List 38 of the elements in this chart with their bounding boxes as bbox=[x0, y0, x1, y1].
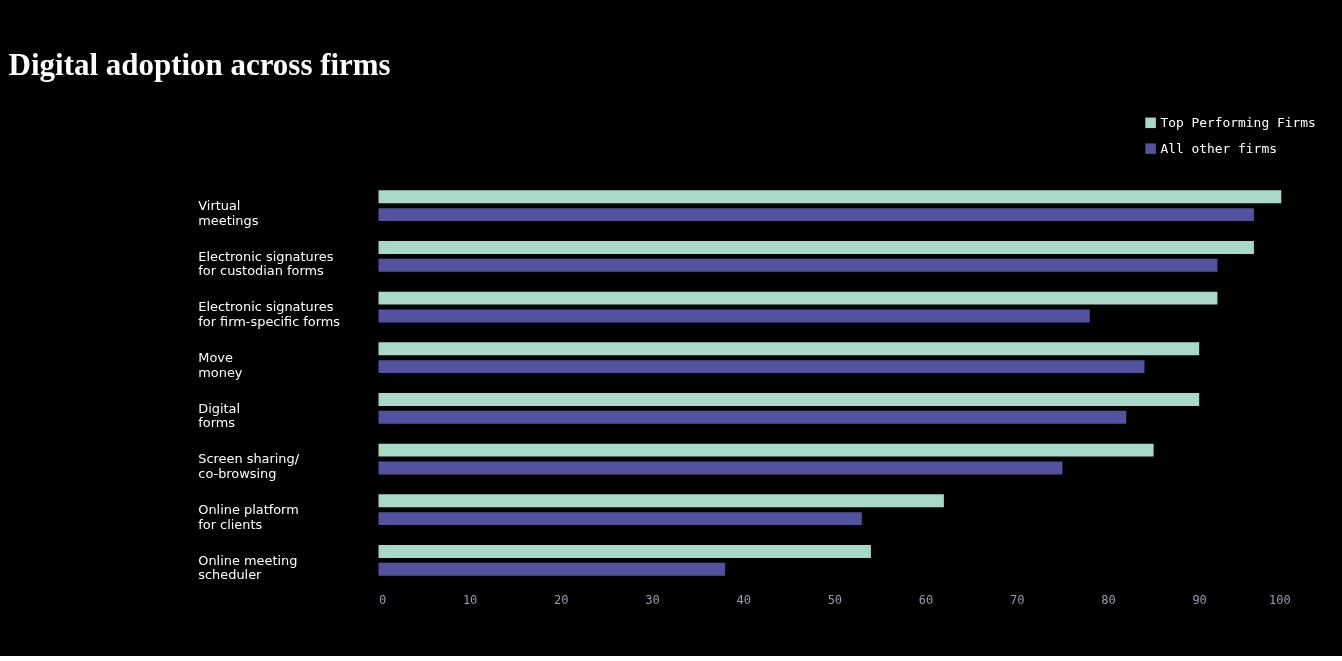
bar bbox=[378, 208, 1254, 222]
x-tick-label: 90 bbox=[1192, 592, 1207, 607]
x-tick-label: 100 bbox=[1269, 592, 1291, 607]
x-tick-label: 80 bbox=[1101, 592, 1116, 607]
x-tick-label: 50 bbox=[827, 592, 843, 607]
y-tick-label: Electronic signatures for firm-specific forms bbox=[198, 299, 341, 329]
bar bbox=[378, 461, 1063, 475]
legend-label: All other firms bbox=[1160, 140, 1277, 156]
bar bbox=[378, 190, 1282, 204]
y-tick-label: Electronic signatures for custodian forms bbox=[198, 248, 334, 279]
x-tick-label: 40 bbox=[736, 592, 751, 607]
bar bbox=[378, 342, 1200, 356]
y-tick-label: Online platform for clients bbox=[198, 502, 299, 532]
bar bbox=[378, 443, 1154, 457]
bar bbox=[378, 545, 871, 558]
x-tick-label: 20 bbox=[554, 592, 569, 607]
y-tick-label: Move money bbox=[198, 350, 243, 380]
bar bbox=[378, 309, 1090, 323]
legend-label: Top Performing Firms bbox=[1160, 115, 1316, 131]
chart-title: Digital adoption across firms bbox=[8, 47, 391, 83]
bar bbox=[378, 393, 1200, 406]
bar bbox=[378, 241, 1254, 254]
y-tick-label: Online meeting scheduler bbox=[198, 552, 298, 583]
bar bbox=[378, 258, 1218, 272]
bar bbox=[378, 562, 726, 576]
bar bbox=[378, 512, 862, 526]
bar bbox=[378, 410, 1127, 424]
x-tick-label: 10 bbox=[462, 592, 478, 607]
x-tick-label: 30 bbox=[645, 592, 660, 607]
x-tick-label: 0 bbox=[378, 592, 387, 607]
y-tick-label: Virtual meetings bbox=[198, 198, 259, 228]
y-tick-label: Digital forms bbox=[198, 400, 241, 431]
bar bbox=[378, 360, 1145, 374]
bar bbox=[378, 291, 1218, 305]
x-tick-label: 60 bbox=[918, 592, 934, 607]
y-tick-label: Screen sharing/ co-browsing bbox=[198, 451, 300, 481]
bar bbox=[378, 494, 944, 508]
x-tick-label: 70 bbox=[1010, 592, 1025, 607]
